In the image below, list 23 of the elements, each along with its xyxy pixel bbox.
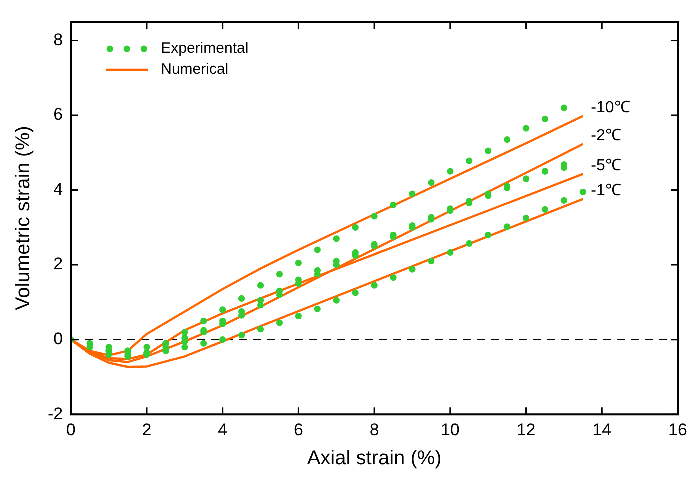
annotation: -1℃ (591, 182, 622, 200)
legend-label: Experimental (161, 40, 249, 58)
y-axis-title: Volumetric strain (%) (12, 126, 35, 311)
x-tick-label: 2 (142, 420, 152, 440)
x-tick-label: 6 (294, 420, 304, 440)
y-tick-label: 2 (54, 254, 64, 274)
x-tick-label: 16 (668, 420, 688, 440)
y-tick-label: 8 (54, 30, 64, 50)
x-tick-label: 14 (592, 420, 612, 440)
x-tick-label: 10 (440, 420, 460, 440)
x-tick-label: 12 (516, 420, 536, 440)
annotation: -2℃ (591, 128, 622, 145)
annotation: -5℃ (591, 158, 622, 175)
x-tick-label: 4 (218, 420, 228, 440)
legend-label: Numerical (161, 61, 229, 78)
annotation: -10℃ (591, 100, 630, 117)
y-tick-label: 0 (54, 330, 64, 349)
x-tick-label: 0 (66, 420, 76, 440)
y-tick-label: 4 (54, 180, 64, 199)
y-tick-label: 6 (54, 105, 64, 124)
x-axis-title: Axial strain (%) (307, 448, 442, 470)
y-tick-label: -2 (48, 404, 64, 424)
x-tick-label: 8 (370, 420, 380, 440)
